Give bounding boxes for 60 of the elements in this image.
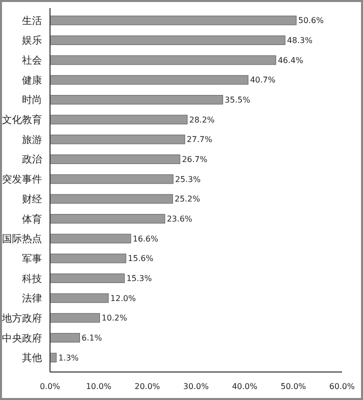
data-label: 50.6% (298, 16, 324, 26)
data-label: 6.1% (82, 334, 102, 343)
y-tick-label: 地方政府 (1, 312, 42, 324)
bar (50, 134, 186, 144)
bar (50, 332, 80, 343)
y-tick-label: 国际热点 (2, 233, 42, 246)
bar (50, 254, 126, 264)
bar (50, 94, 224, 105)
bar (50, 293, 109, 303)
data-label: 40.7% (250, 76, 276, 85)
y-tick-label: 财经 (22, 193, 42, 206)
data-label: 26.7% (182, 155, 208, 164)
y-tick-label: 中央政府 (2, 332, 42, 344)
data-label: 15.3% (126, 274, 152, 284)
bar (50, 234, 132, 244)
x-tick-label: 20.0% (134, 382, 160, 391)
data-label: 28.2% (189, 115, 216, 124)
bar (50, 114, 188, 124)
y-tick-label: 社会 (22, 54, 42, 67)
data-label: 27.7% (186, 135, 213, 144)
data-label: 48.3% (287, 36, 313, 46)
bar (50, 154, 180, 164)
x-tick-label: 10.0% (86, 382, 112, 391)
bar (50, 35, 286, 46)
bar (50, 174, 174, 184)
bar (50, 16, 297, 26)
y-tick-label: 其他 (22, 352, 42, 364)
data-label: 23.6% (166, 214, 193, 224)
y-tick-label: 科技 (22, 272, 42, 285)
bar (50, 55, 276, 65)
data-label: 1.3% (58, 353, 80, 362)
data-label: 12.0% (110, 294, 136, 303)
data-label: 15.6% (128, 254, 154, 264)
data-label: 10.2% (102, 314, 128, 323)
y-tick-label: 法律 (22, 292, 42, 305)
y-tick-label: 军事 (22, 252, 42, 265)
x-tick-label: 30.0% (183, 382, 210, 391)
y-tick-label: 娱乐 (22, 34, 42, 47)
bar (50, 273, 125, 284)
y-tick-label: 生活 (22, 14, 42, 27)
y-tick-label: 时尚 (22, 94, 42, 106)
bar (50, 214, 166, 224)
x-tick-label: 0.0% (40, 382, 61, 391)
y-tick-label: 旅游 (22, 134, 42, 146)
x-tick-label: 50.0% (280, 382, 306, 391)
bar (50, 75, 248, 85)
data-label: 16.6% (132, 234, 159, 244)
data-label: 25.2% (174, 194, 200, 204)
y-tick-label: 突发事件 (2, 174, 42, 186)
bar (50, 313, 100, 323)
x-tick-label: 40.0% (232, 382, 258, 391)
y-tick-label: 文化教育 (2, 114, 42, 126)
data-label: 35.5% (224, 96, 251, 105)
data-label: 25.3% (175, 174, 201, 184)
y-tick-label: 健康 (22, 74, 42, 86)
y-tick-label: 政治 (22, 154, 42, 166)
y-tick-label: 体育 (22, 213, 42, 226)
bar (50, 194, 173, 204)
data-label: 46.4% (278, 56, 304, 65)
x-tick-label: 60.0% (329, 382, 356, 391)
